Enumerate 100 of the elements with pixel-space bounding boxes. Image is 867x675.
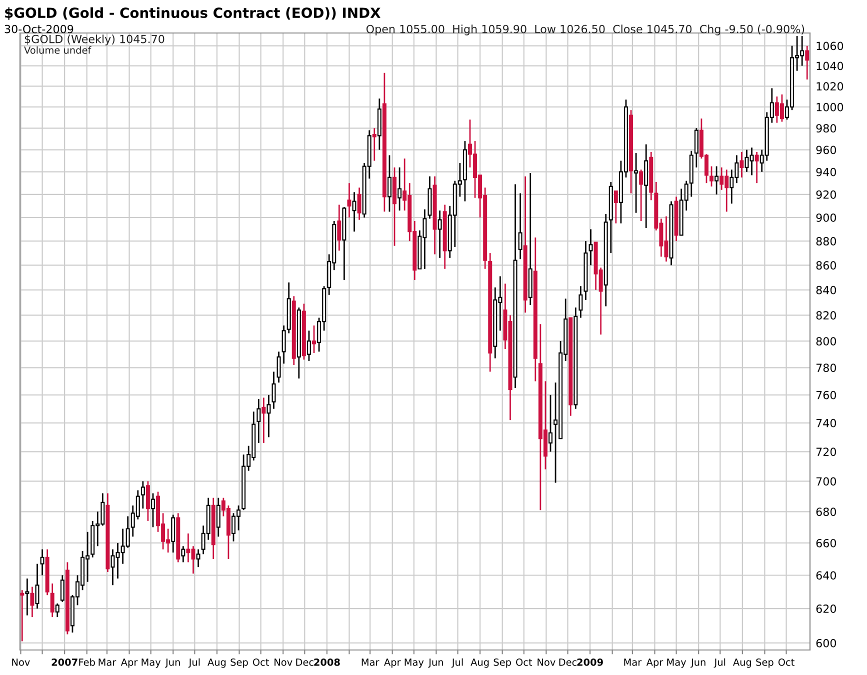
x-tick-label: Nov [274, 658, 292, 666]
y-tick-label: 780 [816, 364, 836, 372]
x-tick-label: Dec [559, 658, 577, 666]
y-tick-label: 720 [816, 448, 836, 456]
y-tick-label: 680 [816, 508, 836, 516]
y-tick-label: 940 [816, 168, 836, 176]
y-tick-label: 1000 [816, 102, 844, 112]
x-tick-label: Oct [516, 658, 532, 666]
candlestick [20, 589, 24, 642]
candlestick [740, 151, 744, 178]
x-tick-label: Mar [624, 658, 642, 666]
x-tick-label: Aug [733, 658, 752, 668]
x-tick-label: Apr [120, 658, 138, 668]
candlestick [171, 514, 176, 554]
x-tick-label: May [667, 658, 686, 668]
x-tick-label: Sep [756, 658, 774, 668]
candlestick [282, 324, 286, 364]
y-tick-label: 620 [816, 604, 836, 613]
x-tick-label: Sep [494, 658, 511, 668]
x-tick-label: Jun [165, 658, 180, 668]
y-tick-label: 900 [816, 213, 836, 222]
candlestick [694, 127, 698, 168]
y-tick-label: 800 [816, 337, 836, 346]
y-tick-label: 860 [816, 261, 836, 270]
candlestick [40, 548, 44, 576]
y-tick-label: 960 [816, 146, 836, 154]
annotation: $GOLD (Weekly) 1045.70 [24, 34, 164, 46]
x-tick-label: Jul [451, 658, 463, 668]
candlestick [150, 492, 155, 528]
candlestick [805, 45, 810, 80]
candlestick [639, 168, 644, 222]
candlestick [438, 210, 442, 259]
x-tick-label: Mar [362, 658, 380, 666]
candlestick [30, 586, 34, 618]
x-tick-label: May [404, 658, 424, 668]
y-tick-label: 1060 [816, 42, 844, 50]
candlestick [262, 396, 266, 444]
y-tick-label: 640 [816, 571, 836, 580]
candlestick [588, 228, 593, 266]
x-tick-label: Nov [538, 658, 556, 666]
candlestick [276, 350, 281, 384]
candlestick [634, 152, 638, 214]
candlestick [578, 285, 583, 318]
y-tick-label: 740 [816, 418, 836, 428]
y-tick-label: 880 [816, 237, 836, 246]
chart-subtitle: 30-Oct-2009 [4, 24, 74, 34]
candlestick [306, 330, 311, 362]
candlestick [337, 204, 342, 252]
candlestick [548, 394, 552, 452]
candlestick [387, 154, 392, 212]
x-tick-label: Apr [384, 658, 401, 668]
x-tick-label: Feb [79, 658, 95, 666]
candlestick [372, 127, 376, 162]
candlestick [140, 480, 145, 510]
x-tick-label: 2008 [314, 658, 340, 666]
annotation: Volume undef [24, 46, 92, 54]
candlestick [357, 186, 362, 221]
candlestick [614, 190, 618, 224]
candlestick [710, 166, 714, 188]
candlestick [216, 497, 220, 538]
y-tick-label: 1040 [816, 62, 844, 70]
annotation: Open 1055.00 High 1059.90 Low 1026.50 Close 1045.70 Chg -9.50 (-0.90%) [366, 24, 804, 36]
candlestick [50, 582, 54, 618]
x-tick-label: Aug [208, 658, 226, 668]
y-tick-label: 700 [816, 477, 836, 486]
candlestick [714, 166, 719, 196]
x-tick-label: Aug [470, 658, 489, 668]
candlestick [196, 548, 200, 568]
chart-title: $GOLD (Gold - Continuous Contract (EOD)) INDX [5, 7, 380, 20]
y-tick-label: 980 [816, 124, 836, 133]
candlestick [181, 545, 186, 563]
x-tick-label: Oct [778, 658, 794, 666]
x-tick-label: Jul [714, 658, 726, 668]
candlestick [266, 394, 271, 438]
y-tick-label: 840 [816, 286, 836, 294]
candlestick [256, 398, 261, 444]
x-tick-label: Jul [188, 658, 200, 668]
x-tick-label: 2009 [577, 658, 603, 666]
x-tick-label: Jun [428, 658, 443, 668]
x-tick-label: Apr [646, 658, 664, 668]
y-tick-label: 820 [816, 311, 836, 320]
x-tick-label: Mar [98, 658, 116, 666]
candlestick [55, 602, 60, 618]
x-tick-label: Oct [252, 658, 269, 666]
candlestick [754, 151, 759, 184]
candlestick [347, 182, 352, 218]
y-tick-label: 920 [816, 190, 836, 199]
x-tick-label: Dec [296, 658, 314, 666]
x-tick-label: Sep [230, 658, 248, 668]
y-tick-label: 660 [816, 538, 836, 548]
candlestick [518, 192, 522, 260]
candlestick [352, 191, 356, 232]
x-tick-label: Nov [12, 658, 30, 666]
candlestick [60, 574, 64, 603]
candlestick [25, 578, 30, 616]
x-tick-label: Jun [690, 658, 706, 668]
candlestick [398, 166, 402, 212]
x-tick-label: May [142, 658, 161, 668]
candlestick [146, 480, 150, 522]
y-tick-label: 600 [816, 638, 836, 648]
